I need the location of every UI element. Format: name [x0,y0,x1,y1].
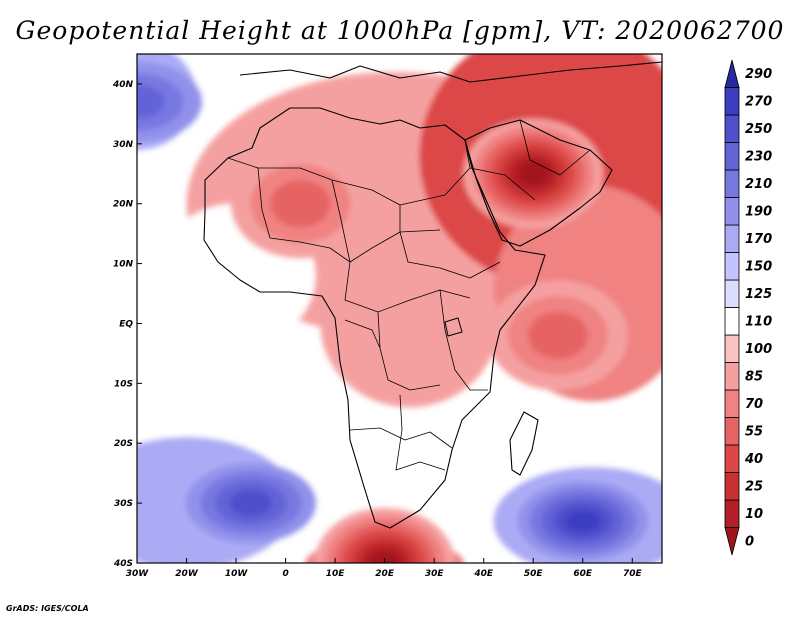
colorbar-swatch [724,389,740,418]
colorbar-label: 270 [745,94,772,109]
madagascar-coastline [509,411,539,476]
field-zone [320,239,499,408]
arabia-coastline [464,119,613,247]
colorbar-swatch [724,252,740,281]
colorbar-swatch [724,224,740,253]
y-tick-label: 20N [113,200,134,210]
y-tick-label: EQ [119,319,133,329]
colorbar-label: 150 [745,259,772,274]
colorbar-swatch [724,362,740,391]
height-field [137,54,662,563]
colorbar-swatch [724,142,740,171]
colorbar-swatch [724,334,740,363]
contour-band [137,84,165,120]
y-tick-label: 20S [114,439,133,449]
y-tick-label: 10S [114,379,133,389]
map-frame [136,53,663,564]
contour-band [565,510,601,532]
contour-band [370,552,399,563]
coastline [203,61,662,529]
colorbar-swatch [724,307,740,336]
chart-title: Geopotential Height at 1000hPa [gpm], VT… [15,16,785,45]
africa-coastline [203,107,546,529]
colorbar-label: 40 [744,452,763,467]
colorbar-label: 0 [745,534,754,549]
x-tick-label: 20E [375,569,395,579]
colorbar: 0 10 25 40 55 70 85 100 110 125 150 170 190 210 230 250… [724,59,772,556]
colorbar-label: 110 [745,314,772,329]
colorbar-label: 125 [745,287,772,302]
colorbar-label: 230 [745,149,772,164]
colorbar-label: 85 [745,369,763,384]
colorbar-label: 10 [745,507,763,522]
lake-victoria [444,317,463,337]
colorbar-swatch [724,169,740,198]
europe-coastline [239,61,662,83]
colorbar-swatch [724,499,740,528]
y-tick-label: 30N [113,140,134,150]
contour-band [519,162,548,185]
axes: 30W 20W 10W 0 10E 20E 30E 40E 50E 60E 70E 40S 30S 20S… [112,80,643,579]
colorbar-swatch [724,417,740,446]
x-tick-label: 10W [225,569,249,579]
colorbar-swatch [724,114,740,143]
x-tick-label: 10E [326,569,346,579]
contour-band [270,180,331,228]
y-tick-label: 30S [114,499,133,509]
colorbar-swatch [724,444,740,473]
borders [227,119,591,471]
colorbar-swatch [724,279,740,308]
colorbar-label: 250 [745,122,772,137]
colorbar-swatch [724,197,740,226]
x-tick-label: 50E [524,569,544,579]
colorbar-label: 55 [745,424,763,439]
colorbar-label: 25 [745,479,763,494]
y-tick-label: 10N [113,260,134,270]
colorbar-swatch [724,59,740,88]
colorbar-swatch [724,527,740,556]
x-tick-label: 60E [573,569,593,579]
x-tick-label: 30E [425,569,445,579]
colorbar-label: 210 [745,177,772,192]
x-tick-label: 0 [282,569,288,579]
x-tick-label: 40E [473,569,494,579]
grads-credit: GrADS: IGES/COLA [6,604,89,613]
y-tick-label: 40N [112,80,134,90]
colorbar-swatch [724,472,740,501]
x-tick-label: 70E [623,569,643,579]
colorbar-label: 170 [745,232,772,247]
colorbar-label: 290 [745,67,772,82]
colorbar-label: 70 [745,397,763,412]
contour-band [229,489,273,517]
colorbar-label: 100 [745,342,772,357]
x-tick-label: 30W [126,569,150,579]
x-tick-label: 20W [175,569,199,579]
colorbar-label: 190 [745,204,772,219]
y-tick-label: 40S [113,559,133,569]
contour-band [527,311,588,360]
colorbar-swatch [724,87,740,116]
